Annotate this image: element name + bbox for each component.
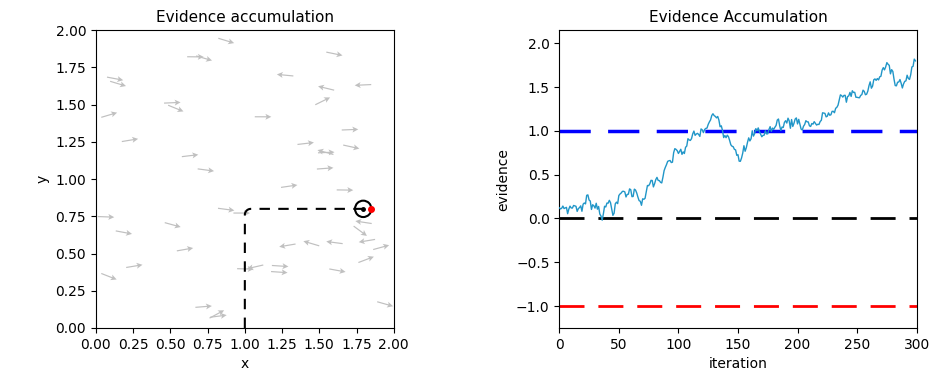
X-axis label: iteration: iteration xyxy=(708,357,767,371)
X-axis label: x: x xyxy=(241,357,248,371)
Y-axis label: y: y xyxy=(36,175,50,183)
Title: Evidence accumulation: Evidence accumulation xyxy=(156,10,333,25)
Y-axis label: evidence: evidence xyxy=(496,148,510,210)
Title: Evidence Accumulation: Evidence Accumulation xyxy=(648,10,827,25)
